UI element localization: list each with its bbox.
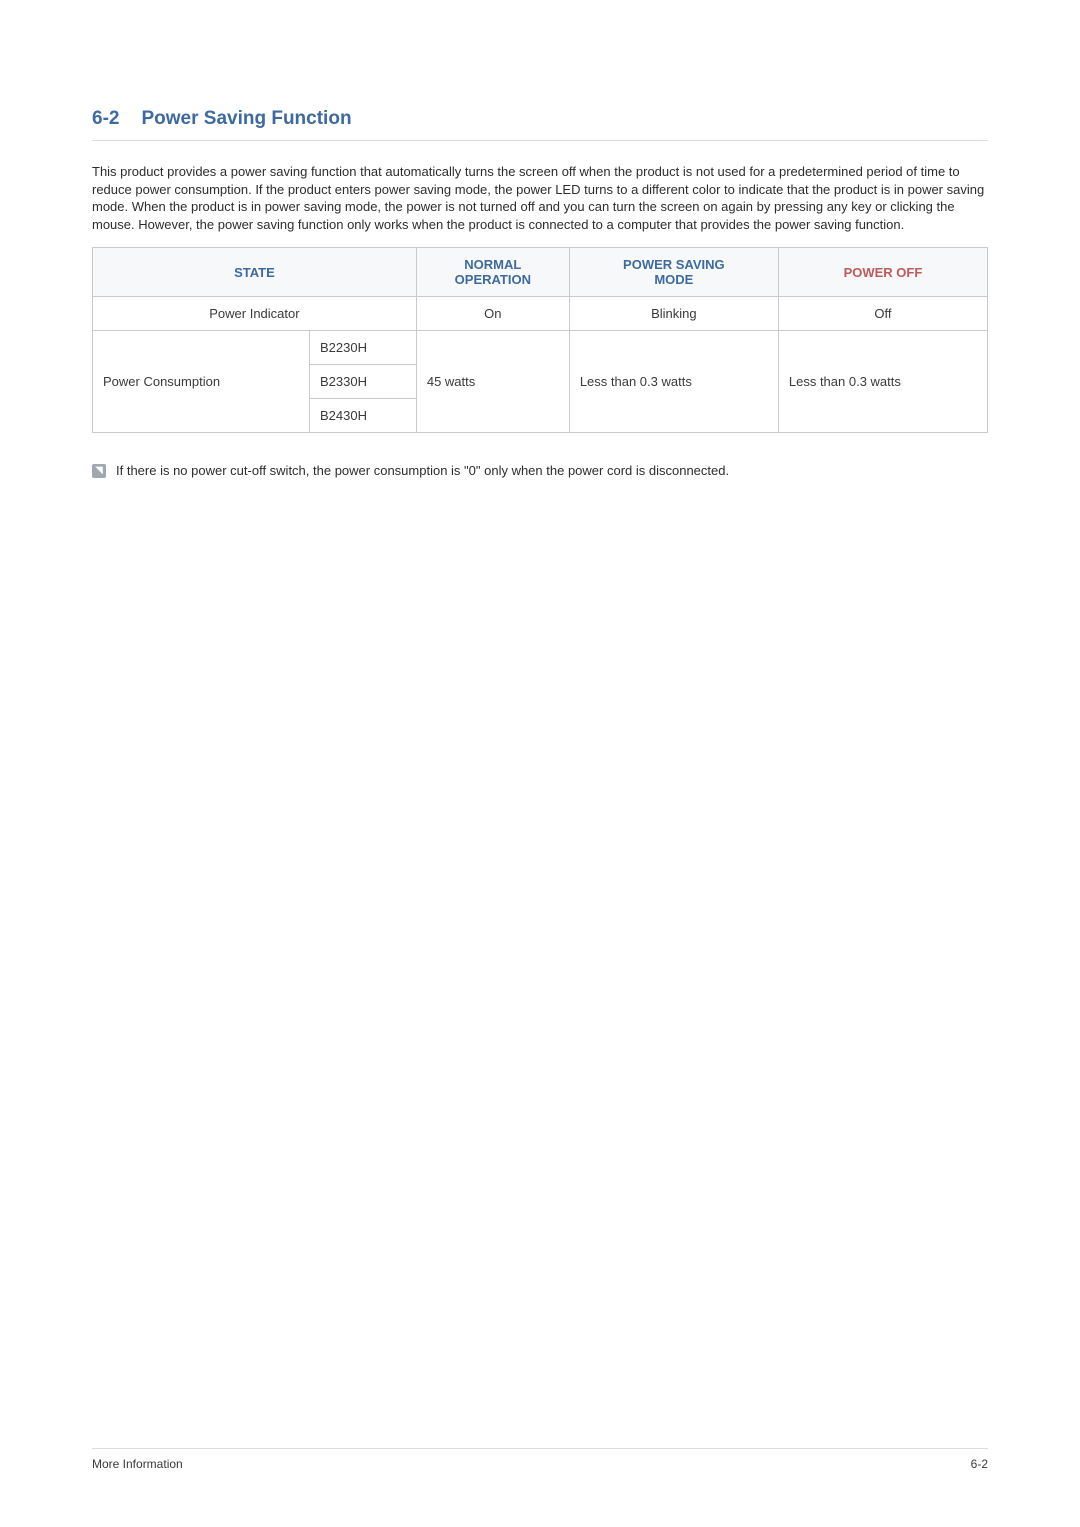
cell-indicator-saving: Blinking bbox=[569, 297, 778, 331]
section-heading: 6-2 Power Saving Function bbox=[92, 108, 988, 141]
col-header-saving: POWER SAVING MODE bbox=[569, 248, 778, 297]
col-header-off: POWER OFF bbox=[778, 248, 987, 297]
table-row: Power Consumption B2230H 45 watts Less t… bbox=[93, 331, 988, 365]
page: 6-2 Power Saving Function This product pr… bbox=[0, 0, 1080, 1527]
footer-right: 6-2 bbox=[971, 1457, 988, 1471]
note-icon: ◥ bbox=[92, 464, 106, 478]
cell-model: B2330H bbox=[310, 365, 417, 399]
cell-consumption-saving: Less than 0.3 watts bbox=[569, 331, 778, 433]
cell-model: B2230H bbox=[310, 331, 417, 365]
cell-indicator-off: Off bbox=[778, 297, 987, 331]
intro-paragraph: This product provides a power saving fun… bbox=[92, 163, 988, 233]
col-header-normal: NORMAL OPERATION bbox=[416, 248, 569, 297]
power-saving-table: STATE NORMAL OPERATION POWER SAVING MODE… bbox=[92, 247, 988, 433]
section-number: 6-2 bbox=[92, 108, 119, 129]
col-header-state: STATE bbox=[93, 248, 417, 297]
page-footer: More Information 6-2 bbox=[92, 1448, 988, 1471]
cell-indicator-normal: On bbox=[416, 297, 569, 331]
cell-model: B2430H bbox=[310, 399, 417, 433]
cell-consumption-normal: 45 watts bbox=[416, 331, 569, 433]
footer-left: More Information bbox=[92, 1457, 183, 1471]
section-title-text: Power Saving Function bbox=[141, 108, 351, 129]
cell-consumption-off: Less than 0.3 watts bbox=[778, 331, 987, 433]
cell-consumption-label: Power Consumption bbox=[93, 331, 310, 433]
table-row: Power Indicator On Blinking Off bbox=[93, 297, 988, 331]
note-text: If there is no power cut-off switch, the… bbox=[116, 463, 729, 478]
cell-indicator-label: Power Indicator bbox=[93, 297, 417, 331]
note: ◥ If there is no power cut-off switch, t… bbox=[92, 463, 988, 478]
